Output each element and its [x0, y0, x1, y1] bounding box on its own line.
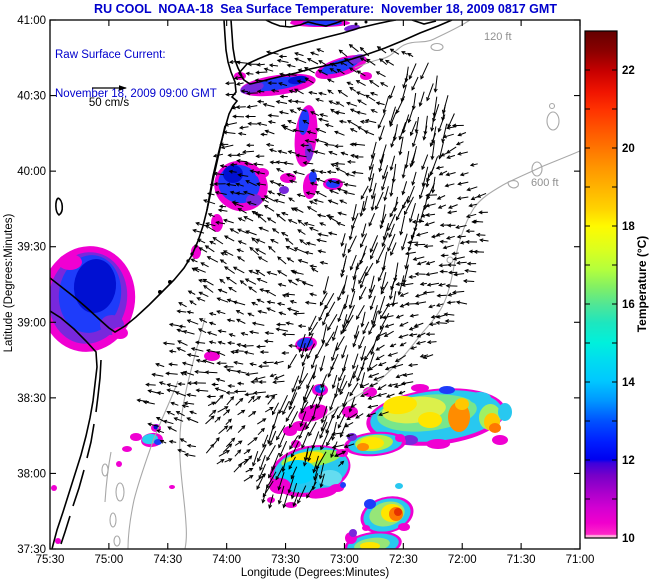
x-tick-label: 75:00	[94, 554, 123, 566]
colorbar-tick-label: 20	[622, 143, 635, 155]
sst-patch	[305, 143, 313, 161]
axes-layer: 75:30 75:00 74:30 74:00 73:30 73:00 72:30 72:00…	[17, 15, 594, 566]
sst-patch	[418, 412, 442, 428]
colorbar-label: Temperature (°C)	[635, 235, 649, 333]
sst-patch	[383, 395, 417, 415]
current-annotation-line1: Raw Surface Current:	[55, 49, 166, 61]
sst-patch	[169, 485, 175, 489]
sst-patch	[223, 165, 243, 183]
sst-patches-layer	[50, 20, 512, 549]
current-vectors-layer	[136, 44, 489, 509]
sst-patch	[364, 499, 376, 509]
sst-patch	[55, 538, 61, 544]
depth-contour-label: 120 ft	[484, 31, 512, 43]
sst-patch	[204, 351, 220, 361]
colorbar-tick-label: 10	[622, 533, 635, 545]
sst-patch	[291, 20, 303, 25]
colorbar-tick-label: 16	[622, 299, 635, 311]
sst-patch	[394, 508, 402, 516]
y-tick-label: 37:30	[17, 544, 46, 556]
y-tick-label: 39:30	[17, 242, 46, 254]
x-tick-label: 73:00	[330, 554, 359, 566]
colorbar-tick-label: 18	[622, 221, 635, 233]
sst-patch	[154, 439, 162, 445]
x-tick-label: 75:30	[36, 554, 65, 566]
y-tick-label: 40:30	[17, 91, 46, 103]
sst-patch	[357, 443, 369, 451]
sst-patch	[191, 245, 201, 259]
colorbar-tick-label: 12	[622, 455, 635, 467]
sst-patch	[142, 433, 158, 445]
x-tick-label: 73:30	[271, 554, 300, 566]
colorbar: 22 20 18 16 14 12 10	[584, 30, 635, 545]
scale-arrow-label: 50 cm/s	[89, 97, 130, 109]
sst-patch	[130, 433, 142, 441]
sst-patch	[58, 254, 82, 270]
coastline-layer	[50, 20, 453, 549]
sst-patch	[398, 523, 410, 531]
sst-patch	[395, 483, 403, 489]
sst-patch	[51, 485, 57, 491]
scale-arrow: 50 cm/s	[89, 85, 130, 109]
sst-patch	[122, 446, 132, 452]
sst-patch	[455, 398, 469, 410]
sst-patch	[279, 186, 289, 194]
depth-contour-label: 600 ft	[531, 177, 559, 189]
x-axis-label: Longitude (Degrees:Minutes)	[240, 567, 390, 579]
x-tick-label: 74:00	[212, 554, 241, 566]
sst-patch	[298, 404, 328, 422]
sst-patch	[349, 529, 357, 537]
sst-patch	[283, 426, 297, 436]
sst-patch	[489, 423, 501, 433]
sst-patch	[73, 259, 117, 313]
y-tick-label: 39:00	[17, 317, 46, 329]
sst-patch	[340, 482, 346, 488]
y-tick-label: 41:00	[17, 15, 46, 27]
sst-patch	[309, 171, 317, 183]
sst-patch	[426, 439, 450, 449]
colorbar-tick-label: 14	[622, 377, 635, 389]
sst-patch	[469, 392, 491, 404]
sst-patch	[395, 434, 405, 442]
x-tick-label: 71:30	[507, 554, 536, 566]
sst-patch	[267, 497, 275, 503]
y-axis-label: Latitude (Degrees:Minutes)	[3, 213, 15, 353]
sst-patch	[498, 403, 512, 421]
figure-title: RU COOL NOAA-18 Sea Surface Temperature:…	[94, 2, 557, 16]
sst-patch	[363, 387, 377, 397]
x-tick-label: 72:00	[448, 554, 477, 566]
y-tick-label: 38:00	[17, 468, 46, 480]
sst-patch	[112, 327, 128, 339]
sst-patch	[492, 435, 508, 445]
current-annotation-line2: November 18, 2009 09:00 GMT	[55, 88, 217, 100]
y-tick-label: 38:30	[17, 393, 46, 405]
sst-patch	[362, 525, 370, 531]
sst-patch	[411, 384, 429, 392]
colorbar-tick-label: 22	[622, 65, 635, 77]
sst-patch	[116, 461, 122, 467]
sst-patch	[402, 435, 418, 445]
depth-contours-layer	[101, 20, 580, 549]
x-tick-label: 74:30	[153, 554, 182, 566]
current-annotation: Raw Surface Current: November 18, 2009 0…	[55, 23, 217, 127]
y-tick-label: 40:00	[17, 166, 46, 178]
sst-patch	[439, 386, 455, 394]
sst-patch	[360, 542, 380, 549]
sst-patch	[307, 487, 337, 499]
x-tick-label: 72:30	[389, 554, 418, 566]
x-tick-label: 71:00	[566, 554, 595, 566]
